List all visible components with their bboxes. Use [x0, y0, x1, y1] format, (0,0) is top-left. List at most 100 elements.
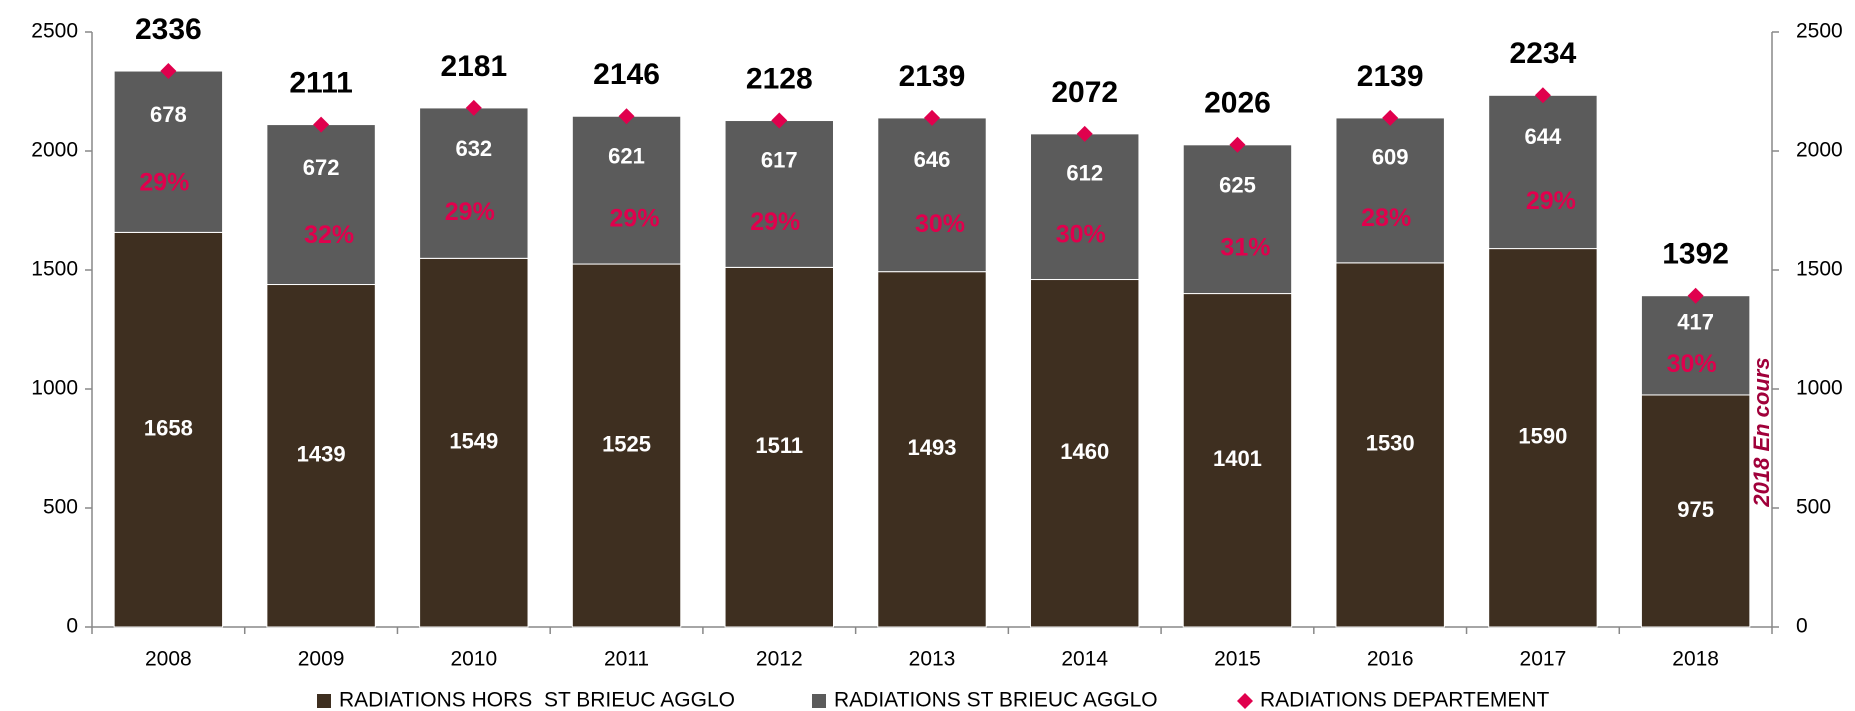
segment-label: 1493 — [908, 435, 957, 460]
marker — [771, 112, 788, 129]
legend-label: RADIATIONS HORS ST BRIEUC AGGLO — [339, 689, 735, 711]
segment-label: 612 — [1066, 160, 1103, 185]
legend-swatch — [317, 694, 331, 708]
bar-segment — [1182, 293, 1293, 628]
segment-label: 1439 — [297, 442, 346, 467]
x-tick-label: 2014 — [1061, 648, 1108, 671]
marker — [313, 116, 330, 133]
x-tick-label: 2012 — [756, 648, 803, 671]
segment-label: 621 — [608, 143, 645, 168]
segment-label: 975 — [1677, 497, 1714, 522]
x-tick-label: 2018 — [1672, 648, 1719, 671]
bar-segment — [1335, 117, 1445, 264]
segment-label: 1549 — [449, 428, 498, 453]
bar-segment — [1030, 279, 1140, 628]
share-label: 28% — [1361, 204, 1411, 232]
bar-segment — [266, 284, 376, 628]
x-tick-label: 2013 — [909, 648, 956, 671]
marker — [160, 63, 177, 80]
total-label: 2128 — [746, 62, 813, 95]
y2-tick-label: 2500 — [1796, 20, 1843, 43]
share-label: 31% — [1220, 234, 1270, 262]
bar-segment — [419, 107, 529, 259]
bar-segment — [113, 231, 224, 628]
marker — [1076, 125, 1093, 142]
share-label: 29% — [445, 198, 495, 226]
x-tick-label: 2016 — [1367, 648, 1414, 671]
marker — [924, 109, 940, 126]
y2-tick-label: 0 — [1796, 615, 1808, 638]
marker — [1534, 87, 1551, 104]
marker — [1229, 136, 1246, 153]
y-tick-label: 1500 — [31, 258, 78, 281]
share-label: 29% — [139, 169, 189, 197]
x-tick-label: 2008 — [145, 648, 192, 671]
y-tick-label: 500 — [43, 496, 78, 519]
segment-label: 609 — [1372, 144, 1409, 169]
segment-label: 1590 — [1518, 424, 1567, 449]
total-label: 2181 — [440, 50, 507, 83]
bar-segment — [571, 115, 682, 265]
segment-label: 625 — [1219, 172, 1256, 197]
marker — [618, 108, 635, 125]
share-label: 30% — [1667, 350, 1717, 378]
segment-label: 678 — [150, 102, 187, 127]
segment-label: 1511 — [755, 433, 803, 458]
segment-label: 617 — [761, 147, 798, 172]
bar-segment — [266, 124, 376, 286]
x-tick-label: 2011 — [604, 648, 649, 671]
legend-marker — [1237, 693, 1253, 709]
segment-label: 1525 — [602, 431, 651, 456]
bar-segment — [571, 263, 682, 628]
bar-segment — [419, 257, 529, 628]
segment-label: 672 — [303, 155, 340, 180]
bar-segment — [113, 70, 224, 233]
y-tick-label: 2500 — [31, 20, 78, 43]
bar-segment — [877, 117, 987, 273]
marker — [1382, 109, 1399, 126]
bar-segment — [1488, 248, 1598, 628]
x-tick-label: 2009 — [298, 648, 345, 671]
y2-tick-label: 1000 — [1796, 377, 1843, 400]
bar-segment — [1488, 94, 1598, 250]
bar-segment — [1640, 394, 1751, 628]
total-label: 2026 — [1204, 87, 1271, 120]
share-label: 29% — [1526, 187, 1576, 215]
share-label: 29% — [610, 204, 660, 232]
segment-label: 417 — [1677, 309, 1714, 334]
share-label: 30% — [915, 210, 965, 238]
total-label: 2146 — [593, 58, 660, 91]
y2-tick-label: 1500 — [1796, 258, 1843, 281]
x-tick-label: 2010 — [450, 648, 497, 671]
bar-segment — [724, 120, 834, 268]
legend-label: RADIATIONS ST BRIEUC AGGLO — [834, 689, 1158, 711]
share-label: 29% — [750, 208, 800, 236]
total-label: 2234 — [1510, 37, 1577, 70]
y-tick-label: 0 — [66, 615, 78, 638]
bar-segment — [1640, 295, 1751, 396]
marker — [1687, 287, 1704, 304]
total-label: 2111 — [289, 67, 352, 100]
total-label: 2072 — [1051, 76, 1118, 109]
bar-segment — [1030, 133, 1140, 281]
annotation: 2018 En cours — [1749, 357, 1774, 507]
segment-label: 646 — [914, 147, 951, 172]
share-label: 32% — [304, 221, 354, 249]
share-label: 30% — [1056, 220, 1106, 248]
total-label: 2139 — [1357, 60, 1424, 93]
total-label: 1392 — [1662, 238, 1729, 271]
legend-swatch — [812, 694, 826, 708]
segment-label: 1658 — [144, 416, 193, 441]
x-tick-label: 2017 — [1520, 648, 1567, 671]
segment-label: 1401 — [1213, 446, 1262, 471]
bar-segment — [1335, 262, 1445, 628]
segment-label: 632 — [455, 136, 492, 161]
y-tick-label: 1000 — [31, 377, 78, 400]
bar-segment — [724, 266, 834, 628]
segment-label: 1460 — [1060, 439, 1109, 464]
y-tick-label: 2000 — [31, 139, 78, 162]
y2-tick-label: 2000 — [1796, 139, 1843, 162]
bar-segment — [1182, 144, 1293, 295]
